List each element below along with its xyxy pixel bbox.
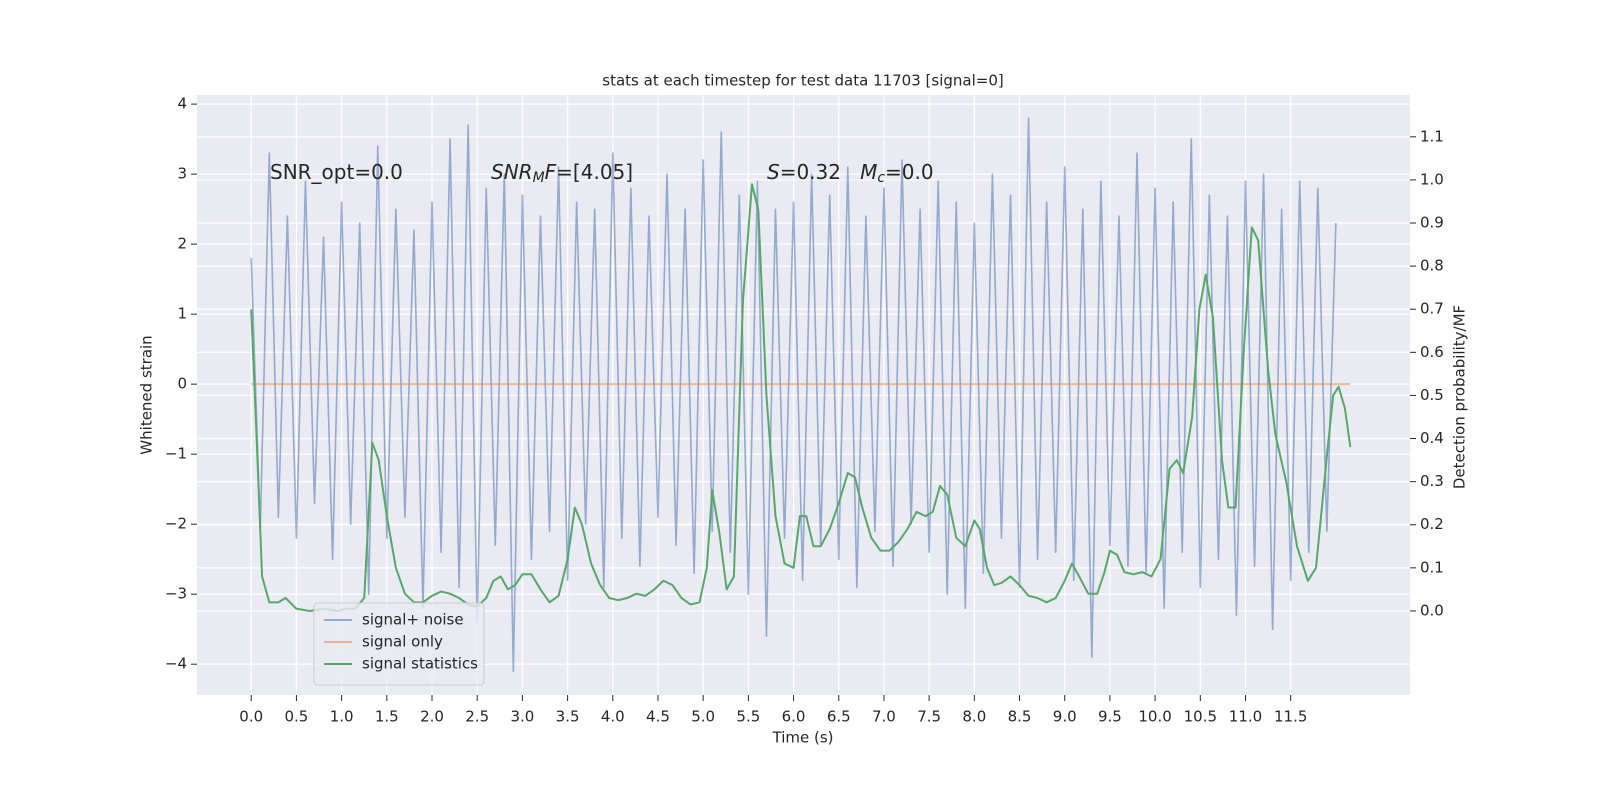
y-axis-label: Whitened strain — [138, 335, 156, 454]
x-tick-label: 8.5 — [1008, 708, 1032, 726]
y2-axis-label: Detection probability/MF — [1451, 305, 1469, 489]
y2-tick-label: 1.1 — [1420, 127, 1444, 145]
x-tick-label: 10.0 — [1138, 708, 1171, 726]
y2-tick-label: 0.9 — [1420, 214, 1444, 232]
y-tick-label: 3 — [177, 165, 187, 183]
legend-label: signal+ noise — [362, 611, 464, 629]
y2-tick-label: 0.4 — [1420, 429, 1444, 447]
series-line — [250, 183, 1352, 612]
chart-title: stats at each timestep for test data 117… — [602, 72, 1003, 90]
y2-tick-label: 0.7 — [1420, 300, 1444, 318]
y2-tick-label: 0.1 — [1420, 558, 1444, 576]
x-tick-label: 9.5 — [1098, 708, 1122, 726]
x-tick-label: 4.0 — [601, 708, 625, 726]
x-tick-label: 8.0 — [962, 708, 986, 726]
annotation: SNRMF=[4.05] — [491, 160, 633, 187]
y-tick-label: 2 — [177, 235, 187, 253]
y2-tick-label: 0.5 — [1420, 386, 1444, 404]
x-axis-label: Time (s) — [772, 729, 834, 747]
y2-tick-label: 1.0 — [1420, 170, 1444, 188]
y2-tick-label: 0.0 — [1420, 601, 1444, 619]
x-tick-label: 0.0 — [239, 708, 263, 726]
x-tick-label: 11.5 — [1274, 708, 1307, 726]
x-tick-label: 2.0 — [420, 708, 444, 726]
y2-tick-label: 0.2 — [1420, 515, 1444, 533]
series-line — [250, 117, 1337, 672]
annotation: SNR_opt=0.0 — [270, 160, 403, 184]
y-tick-label: 1 — [177, 305, 187, 323]
x-tick-label: 7.5 — [917, 708, 941, 726]
y2-tick-label: 0.6 — [1420, 343, 1444, 361]
x-tick-label: 6.5 — [827, 708, 851, 726]
x-tick-label: 5.0 — [691, 708, 715, 726]
x-tick-label: 6.0 — [782, 708, 806, 726]
legend: signal+ noise signal only signal statistic… — [313, 602, 485, 686]
y-tick-label: 0 — [177, 375, 187, 393]
y-tick-label: 4 — [177, 95, 187, 113]
y-tick-label: −2 — [165, 515, 187, 533]
x-tick-label: 10.5 — [1184, 708, 1217, 726]
x-tick-label: 3.0 — [510, 708, 534, 726]
x-tick-label: 0.5 — [284, 708, 308, 726]
y2-tick-label: 0.8 — [1420, 257, 1444, 275]
x-tick-label: 7.0 — [872, 708, 896, 726]
x-tick-label: 2.5 — [465, 708, 489, 726]
y-tick-label: −4 — [165, 655, 187, 673]
legend-label: signal statistics — [362, 655, 478, 673]
x-tick-label: 1.5 — [375, 708, 399, 726]
x-tick-label: 9.0 — [1053, 708, 1077, 726]
legend-label: signal only — [362, 633, 443, 651]
x-tick-label: 1.0 — [330, 708, 354, 726]
marks — [250, 117, 1352, 672]
x-tick-label: 3.5 — [556, 708, 580, 726]
annotation: S=0.32 Mc=0.0 — [767, 160, 934, 187]
x-tick-label: 4.5 — [646, 708, 670, 726]
legend-box — [313, 602, 485, 686]
y-tick-label: −3 — [165, 585, 187, 603]
x-tick-label: 11.0 — [1229, 708, 1262, 726]
y-tick-label: −1 — [165, 445, 187, 463]
x-tick-label: 5.5 — [736, 708, 760, 726]
y2-tick-label: 0.3 — [1420, 472, 1444, 490]
